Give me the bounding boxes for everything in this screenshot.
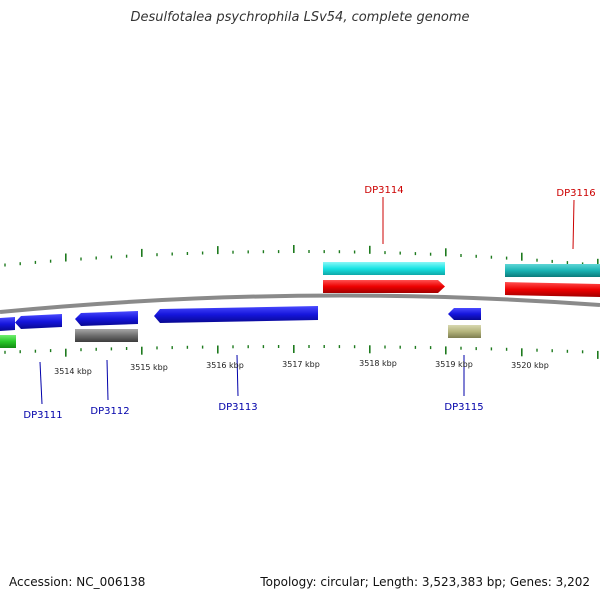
scale-label: 3519 kbp [435,360,473,369]
genome-summary-text: Topology: circular; Length: 3,523,383 bp… [260,575,590,589]
gene-arrow-reverse-dp3113[interactable] [154,306,318,323]
map-title: Desulfotalea psychrophila LSv54, complet… [130,10,470,25]
accession-text: Accession: NC_006138 [9,575,146,589]
scale-label: 3517 kbp [282,360,320,369]
gene-label-dp3115[interactable]: DP3115 [444,402,483,413]
scale-label: 3515 kbp [130,363,168,372]
scale-label: 3518 kbp [359,359,397,368]
gene-label-dp3116[interactable]: DP3116 [556,188,595,199]
gene-arrow-forward-dp3116[interactable] [505,282,600,297]
gene-label-dp3112[interactable]: DP3112 [90,406,129,417]
gene-feature-cyan-dp3114[interactable] [323,262,445,275]
scale-ticks-outer [4,245,599,267]
scale-ticks-inner [4,345,599,359]
gene-feature-gray-dp3112[interactable] [75,329,138,342]
gene-label-dp3111[interactable]: DP3111 [23,410,62,421]
gene-arrow-forward-dp3114[interactable] [323,280,445,293]
gene-label-dp3113[interactable]: DP3113 [218,402,257,413]
scale-label: 3516 kbp [206,361,244,370]
gene-labels: DP3114 DP3116 DP3111 DP3112 DP3113 DP311… [23,185,595,421]
gene-arrow-reverse-dp3111[interactable] [15,314,62,329]
gene-arrow-reverse-dp3112[interactable] [75,311,138,326]
scale-labels: 3514 kbp 3515 kbp 3516 kbp 3517 kbp 3518… [54,359,549,376]
label-leaders [39,197,575,405]
genome-backbone [0,293,600,314]
gene-label-dp3114[interactable]: DP3114 [364,185,403,196]
gene-arrow-reverse-left[interactable] [0,317,15,331]
scale-label: 3514 kbp [54,367,92,376]
gene-feature-teal-dp3116[interactable] [505,264,600,277]
scale-label: 3520 kbp [511,361,549,370]
gene-features [0,262,600,348]
gene-feature-green[interactable] [0,335,16,348]
gene-feature-olive-dp3115[interactable] [448,325,481,338]
gene-arrow-reverse-dp3115[interactable] [448,308,481,320]
